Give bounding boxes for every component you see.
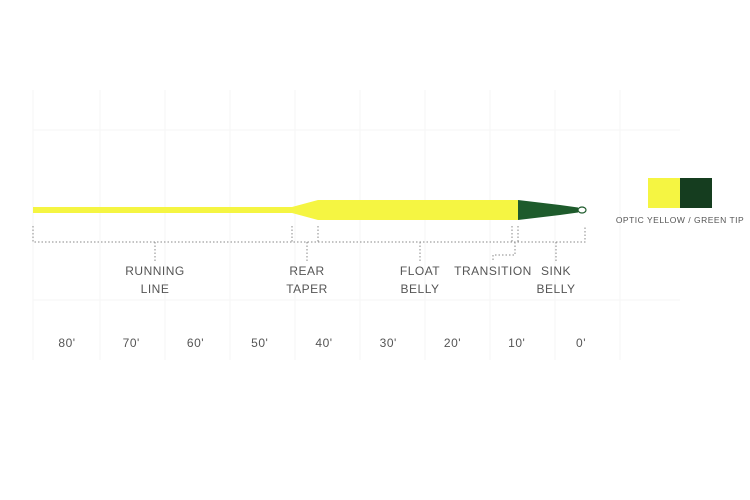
scale-label: 60' [187, 336, 204, 350]
brackets [32, 226, 586, 262]
swatch-label: OPTIC YELLOW / GREEN TIP [616, 215, 744, 225]
scale-label: 30' [380, 336, 397, 350]
section-label: TRANSITION [454, 264, 532, 278]
swatch-green [680, 178, 712, 208]
scale-label: 20' [444, 336, 461, 350]
green-tip [518, 200, 578, 220]
distance-scale: 80' 70' 60' 50' 40' 30' 20' 10' 0' [58, 336, 586, 350]
background-grid [32, 90, 680, 360]
section-labels: RUNNING LINE REAR TAPER FLOAT BELLY TRANSITION… [125, 264, 575, 296]
section-label: SINK [541, 264, 571, 278]
scale-label: 40' [315, 336, 332, 350]
scale-label: 10' [508, 336, 525, 350]
swatch-yellow [648, 178, 680, 208]
section-label: FLOAT [400, 264, 440, 278]
section-label: TAPER [286, 282, 328, 296]
section-label: REAR [289, 264, 324, 278]
running-line [33, 200, 518, 220]
scale-label: 80' [58, 336, 75, 350]
tip-loop [577, 206, 587, 214]
scale-label: 50' [251, 336, 268, 350]
section-label: LINE [141, 282, 170, 296]
section-label: RUNNING [125, 264, 185, 278]
section-label: BELLY [537, 282, 576, 296]
scale-label: 70' [123, 336, 140, 350]
scale-label: 0' [576, 336, 586, 350]
section-label: BELLY [401, 282, 440, 296]
